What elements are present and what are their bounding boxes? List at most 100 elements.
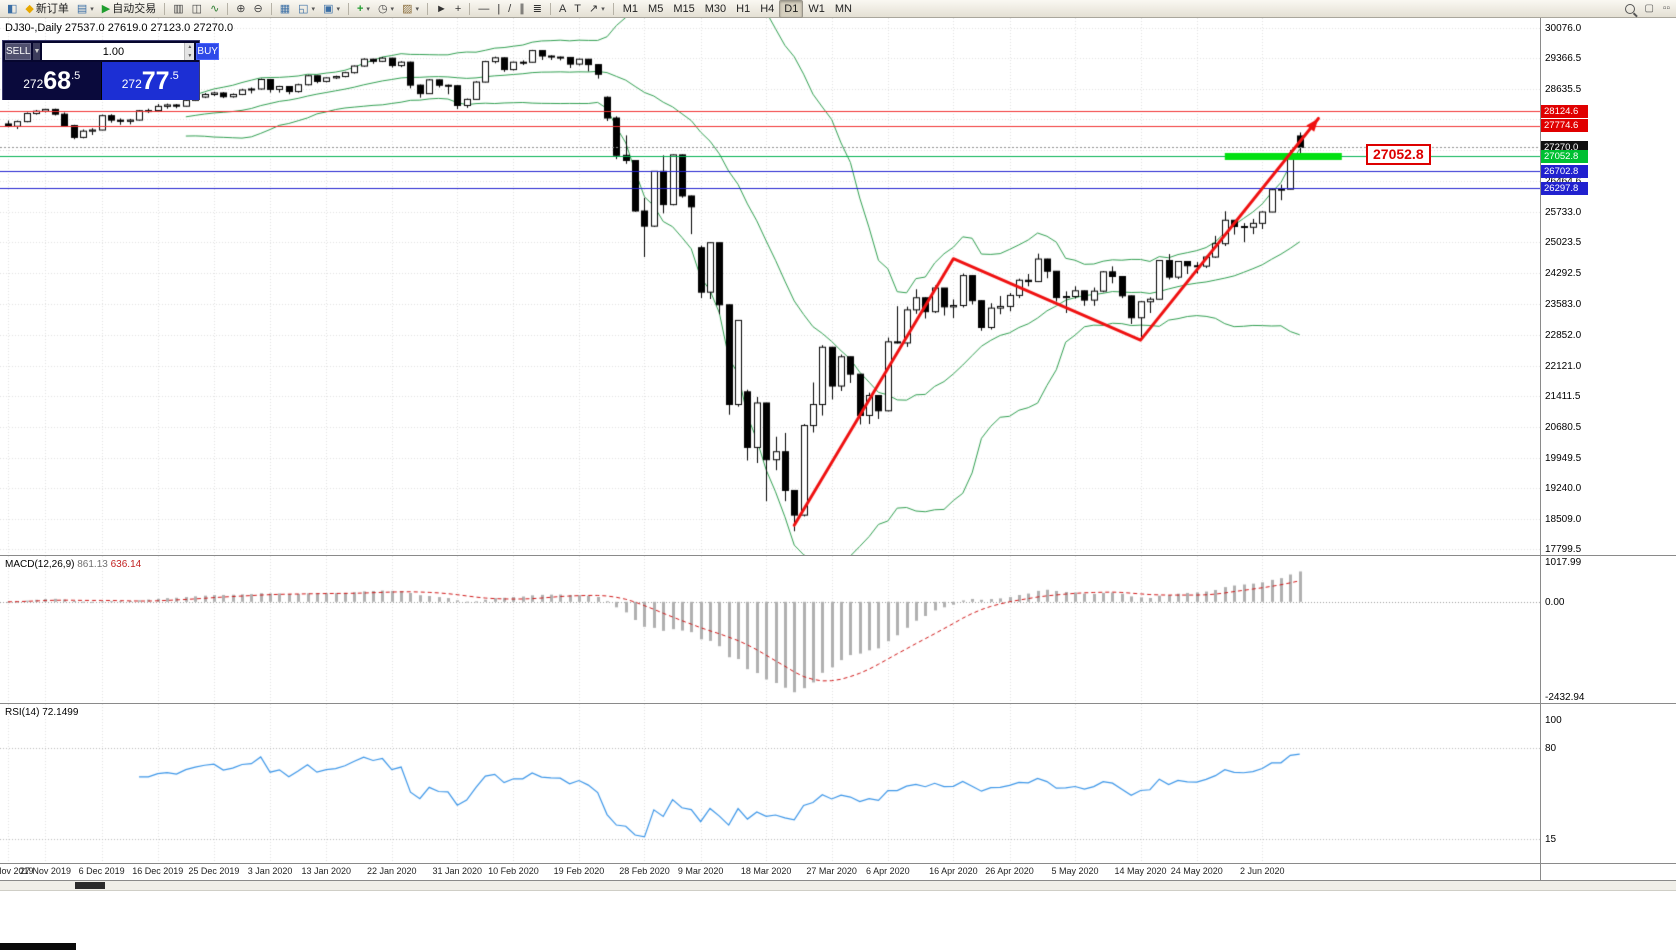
- chevron-down-icon[interactable]: ▾: [336, 5, 340, 13]
- bar-chart-button[interactable]: ▥: [169, 0, 187, 18]
- timeframe-m15-label: M15: [673, 2, 695, 15]
- cursor-button[interactable]: ►: [432, 0, 451, 18]
- trendline-button[interactable]: /: [504, 0, 515, 18]
- toolbar-group: + ▾ ◷ ▾ ▨ ▾: [353, 0, 423, 18]
- vertical-line-button[interactable]: |: [493, 0, 504, 18]
- order-type-dropdown[interactable]: ▼: [33, 43, 41, 60]
- new-window-icon[interactable]: ▢: [1644, 3, 1654, 14]
- profiles-button[interactable]: ▤ ▾: [73, 0, 98, 18]
- timeframe-m15[interactable]: M15: [668, 0, 699, 18]
- date-tick-label: 31 Jan 2020: [432, 866, 483, 876]
- window-menu-icon[interactable]: ▫▫: [1662, 3, 1670, 14]
- toolbar-group: — | / ∥ ≣: [474, 0, 546, 18]
- timeframe-m30[interactable]: M30: [700, 0, 731, 18]
- timeframe-h4[interactable]: H4: [755, 0, 779, 18]
- panel-separator[interactable]: [0, 555, 1676, 556]
- periods-button[interactable]: ◷ ▾: [374, 0, 398, 18]
- bar-chart-button-glyph: ▥: [173, 2, 184, 15]
- equidistant-channel-button-glyph: ∥: [519, 2, 525, 15]
- volume-down-icon[interactable]: ▼: [187, 52, 193, 59]
- date-tick-label: 5 May 2020: [1051, 866, 1099, 876]
- toolbar: ◧ ◆ 新订单 ▤ ▾ ▶ 自动交易 ▥ ◫ ∿ ⊕ ⊖ ▦ ◱ ▾ ▣ ▾ + ▾ ◷ ▾ ▨ ▾ ► + — | / ∥ ≣ A T ↗ ▾ M…: [0, 0, 1676, 18]
- chevron-down-icon[interactable]: ▾: [90, 5, 94, 13]
- tile-windows-button[interactable]: ▦: [276, 0, 294, 18]
- templates-button[interactable]: ▨ ▾: [398, 0, 423, 18]
- autotrading-button[interactable]: ▶ 自动交易: [98, 0, 160, 18]
- sell-button[interactable]: SELL: [5, 43, 32, 60]
- equidistant-channel-button[interactable]: ∥: [515, 0, 529, 18]
- status-bar-fragment: [0, 943, 76, 950]
- new-order-button[interactable]: ◆ 新订单: [21, 0, 72, 18]
- horizontal-line-button[interactable]: —: [474, 0, 493, 18]
- panel-separator[interactable]: [0, 703, 1676, 704]
- crosshair-button[interactable]: +: [451, 0, 465, 18]
- fibonacci-button[interactable]: ≣: [529, 0, 546, 18]
- rsi-axis-label: 15: [1545, 834, 1557, 845]
- toolbar-group: M1 M5 M15 M30 H1 H4 D1 W1 MN: [618, 0, 857, 18]
- panel-separator: [0, 863, 1676, 864]
- chart-ohlc-label: DJ30-,Daily 27537.0 27619.0 27123.0 2727…: [5, 22, 234, 34]
- price-tick-label: 19240.0: [1545, 482, 1582, 494]
- candlestick-chart-button[interactable]: ◫: [188, 0, 206, 18]
- text-button-glyph: A: [558, 2, 567, 15]
- macd-axis-label: -2432.94: [1545, 692, 1585, 703]
- text-button[interactable]: A: [555, 0, 570, 18]
- charts-window-icon[interactable]: ◧: [3, 0, 21, 18]
- toolbar-separator: [549, 2, 551, 15]
- timeframe-m1[interactable]: M1: [618, 0, 643, 18]
- buy-price[interactable]: 272 77.5: [101, 62, 199, 100]
- tile-windows-button-glyph: ▦: [279, 2, 291, 15]
- one-click-controls: SELL ▼ ▲ ▼ BUY: [3, 41, 219, 62]
- arrange-windows-button[interactable]: ▣ ▾: [319, 0, 344, 18]
- chevron-down-icon[interactable]: ▾: [601, 5, 605, 13]
- price-line-badge: 26702.8: [1541, 164, 1588, 178]
- rsi-value: 72.1499: [42, 707, 79, 718]
- zoom-out-button[interactable]: ⊖: [250, 0, 267, 18]
- timeframe-h1[interactable]: H1: [731, 0, 755, 18]
- zoom-in-button[interactable]: ⊕: [232, 0, 249, 18]
- rsi-panel-canvas[interactable]: [0, 704, 1540, 863]
- date-tick-label: 16 Dec 2019: [132, 866, 184, 876]
- buy-button[interactable]: BUY: [196, 43, 219, 60]
- timeframe-m5[interactable]: M5: [643, 0, 668, 18]
- sell-price[interactable]: 272 68.5: [3, 62, 102, 100]
- indicators-button[interactable]: + ▾: [353, 0, 374, 18]
- arrows-button[interactable]: ↗ ▾: [585, 0, 609, 18]
- crosshair-button-glyph: +: [454, 2, 462, 15]
- date-tick-label: 27 Nov 2019: [19, 866, 71, 876]
- macd-panel-canvas[interactable]: [0, 556, 1540, 703]
- timeframe-mn[interactable]: MN: [830, 0, 857, 18]
- timeframe-w1[interactable]: W1: [803, 0, 830, 18]
- scrollbar-thumb[interactable]: [75, 882, 105, 889]
- toolbar-group: ▥ ◫ ∿: [169, 0, 223, 18]
- date-tick-label: 21 Nov 2019: [0, 866, 34, 876]
- rsi-axis-label: 100: [1545, 715, 1562, 726]
- macd-indicator-label: MACD(12,26,9) 861.13 636.14: [5, 559, 141, 570]
- chevron-down-icon[interactable]: ▾: [390, 5, 395, 13]
- timeframe-d1[interactable]: D1: [779, 0, 804, 18]
- new-order-button-glyph: ◆: [25, 2, 34, 15]
- chevron-down-icon[interactable]: ▾: [311, 5, 316, 13]
- timeframe-d1-label: D1: [784, 2, 799, 15]
- main-chart-canvas[interactable]: [0, 18, 1540, 555]
- macd-axis-label: 0.00: [1545, 596, 1565, 608]
- text-label-button[interactable]: T: [570, 0, 585, 18]
- text-label-button-glyph: T: [574, 2, 582, 15]
- rsi-title: RSI(14): [5, 707, 40, 718]
- price-band-label[interactable]: 27052.8: [1366, 144, 1431, 165]
- volume-up-icon[interactable]: ▲: [187, 44, 193, 50]
- timeframe-h4-label: H4: [760, 2, 775, 15]
- horizontal-scrollbar[interactable]: [0, 881, 1676, 891]
- chevron-down-icon[interactable]: ▾: [415, 5, 419, 13]
- date-tick-label: 2 Jun 2020: [1239, 866, 1285, 876]
- cascade-windows-button[interactable]: ◱ ▾: [294, 0, 319, 18]
- chevron-down-icon[interactable]: ▾: [366, 5, 370, 13]
- search-icon[interactable]: [1625, 4, 1636, 14]
- axis-bottom-line: [0, 880, 1676, 881]
- timeframe-h1-label: H1: [736, 2, 751, 15]
- line-chart-button[interactable]: ∿: [206, 0, 223, 18]
- volume-input[interactable]: [42, 43, 185, 60]
- timeframe-mn-label: MN: [834, 2, 852, 15]
- trendline-button-glyph: /: [508, 2, 512, 15]
